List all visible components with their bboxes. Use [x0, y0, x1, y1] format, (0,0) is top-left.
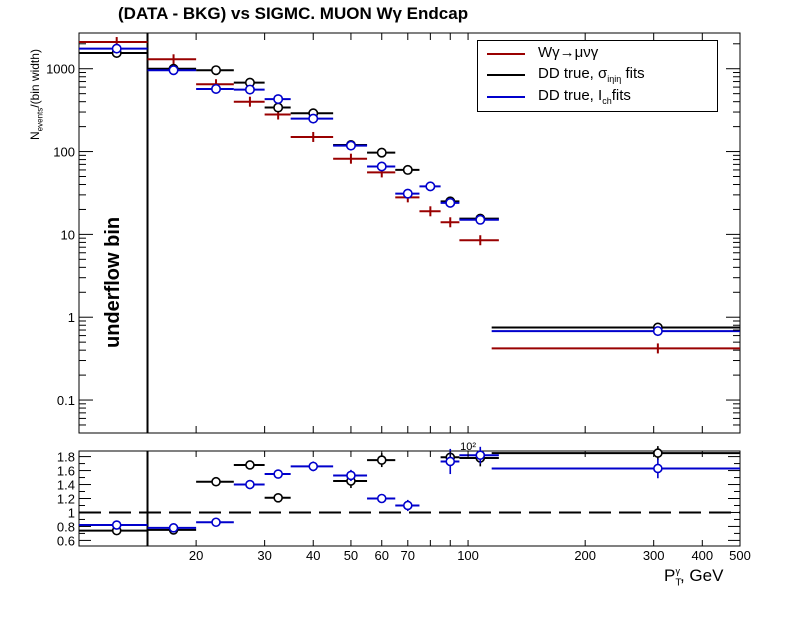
ratio-point-marker [653, 448, 663, 458]
ratio-point-marker [653, 463, 663, 474]
data-point-marker [402, 164, 413, 175]
data-point-marker [652, 326, 663, 337]
data-point-marker [376, 161, 387, 172]
ratio-y-tick-label: 1.6 [57, 464, 75, 479]
data-point-marker [111, 43, 122, 54]
data-point-marker [425, 181, 436, 192]
ratio-y-tick-label: 1.8 [57, 450, 75, 465]
legend-entry-ich-fits: DD true, Ichfits [478, 87, 717, 107]
y-tick-label: 1000 [46, 62, 75, 77]
ratio-point-marker [211, 476, 221, 487]
ratio-point-marker [376, 493, 387, 504]
ratio-point-marker [211, 517, 221, 528]
ratio-point-marker [245, 460, 255, 470]
underflow-label: underflow bin [102, 216, 124, 348]
x-tick-label: 20 [189, 548, 203, 563]
data-point-marker [345, 140, 356, 151]
ratio-point-marker [273, 493, 283, 503]
data-point-marker [211, 65, 222, 76]
ratio-y-tick-label: 1.4 [57, 478, 75, 493]
x-tick-label: 50 [344, 548, 358, 563]
ratio-panel-frame [78, 450, 741, 547]
data-point-marker [376, 147, 387, 158]
x-tick-label: 40 [306, 548, 320, 563]
legend-label: DD true, Ichfits [538, 87, 631, 106]
ratio-y-tick-label: 0.6 [57, 533, 75, 548]
y-tick-label: 10 [61, 227, 75, 242]
x-tick-label: 500 [729, 548, 751, 563]
x-axis-label: PTγ, GeV [664, 566, 724, 589]
ratio-point-marker [308, 461, 319, 472]
x-exponent-label: 10² [460, 441, 476, 453]
y-tick-label: 0.1 [57, 393, 75, 408]
data-point-marker [445, 197, 456, 208]
x-tick-label: 200 [574, 548, 596, 563]
ratio-y-tick-label: 1 [68, 505, 75, 520]
data-point-marker [402, 188, 413, 199]
data-point-marker [244, 84, 255, 95]
legend-entry-signal-mc: Wγ→μνγ [478, 44, 717, 64]
ratio-point-marker [445, 456, 456, 467]
x-tick-label: 300 [643, 548, 665, 563]
ratio-point-marker [402, 500, 413, 511]
data-point-marker [308, 113, 319, 124]
legend-label: Wγ→μνγ [538, 44, 599, 61]
ratio-point-marker [245, 479, 255, 490]
legend: Wγ→μνγ DD true, σiηiη fits DD true, Ichf… [477, 40, 718, 112]
axis-ticks: 0.1 1 10 100 1000 20 30 40 50 60 70 100 200 300 400 500… [46, 33, 751, 563]
y-tick-label: 1 [68, 310, 75, 325]
ratio-y-tick-label: 1.2 [57, 492, 75, 507]
x-tick-label: 400 [691, 548, 713, 563]
ratio-point-marker [376, 455, 387, 465]
y-axis-label: Nevents/(bin width) [28, 49, 45, 140]
legend-swatch [487, 53, 525, 55]
data-point-marker [475, 214, 486, 225]
main-panel-frame [78, 32, 741, 434]
data-point-marker [273, 102, 284, 113]
legend-entry-sieie-fits: DD true, σiηiη fits [478, 65, 717, 85]
x-tick-label: 30 [257, 548, 271, 563]
ratio-point-marker [346, 470, 356, 481]
main-panel-marks [79, 37, 740, 354]
x-tick-label: 100 [457, 548, 479, 563]
legend-label: DD true, σiηiη fits [538, 65, 645, 84]
data-point-marker [211, 83, 222, 94]
ratio-point-marker [273, 469, 283, 479]
legend-swatch [487, 96, 525, 98]
ratio-point-marker [475, 450, 486, 460]
x-tick-label: 60 [375, 548, 389, 563]
legend-swatch [487, 74, 525, 76]
chart-title: (DATA - BKG) vs SIGMC. MUON Wγ Endcap [118, 4, 469, 23]
ratio-panel-marks [79, 446, 740, 536]
x-tick-label: 70 [401, 548, 415, 563]
data-point-marker [168, 65, 179, 76]
y-tick-label: 100 [53, 145, 75, 160]
ratio-point-marker [168, 523, 179, 533]
ratio-point-marker [111, 520, 122, 530]
ratio-y-tick-label: 0.8 [57, 519, 75, 534]
data-point-marker [273, 94, 284, 105]
